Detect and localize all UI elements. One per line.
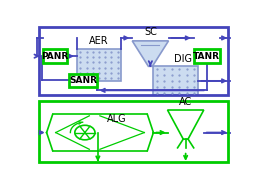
- Text: TANR: TANR: [193, 52, 220, 61]
- Text: DIG: DIG: [174, 54, 192, 64]
- Bar: [43, 49, 67, 64]
- Bar: [153, 66, 198, 95]
- Text: PANR: PANR: [41, 52, 68, 61]
- Bar: [38, 101, 228, 162]
- Text: ALG: ALG: [107, 114, 127, 124]
- Text: AC: AC: [179, 97, 192, 107]
- Bar: [38, 27, 228, 95]
- Bar: [77, 49, 121, 81]
- Text: SANR: SANR: [69, 76, 97, 85]
- Text: AER: AER: [89, 36, 109, 46]
- Polygon shape: [132, 41, 168, 66]
- Bar: [69, 74, 97, 87]
- Bar: [194, 49, 220, 64]
- Text: SC: SC: [144, 27, 157, 37]
